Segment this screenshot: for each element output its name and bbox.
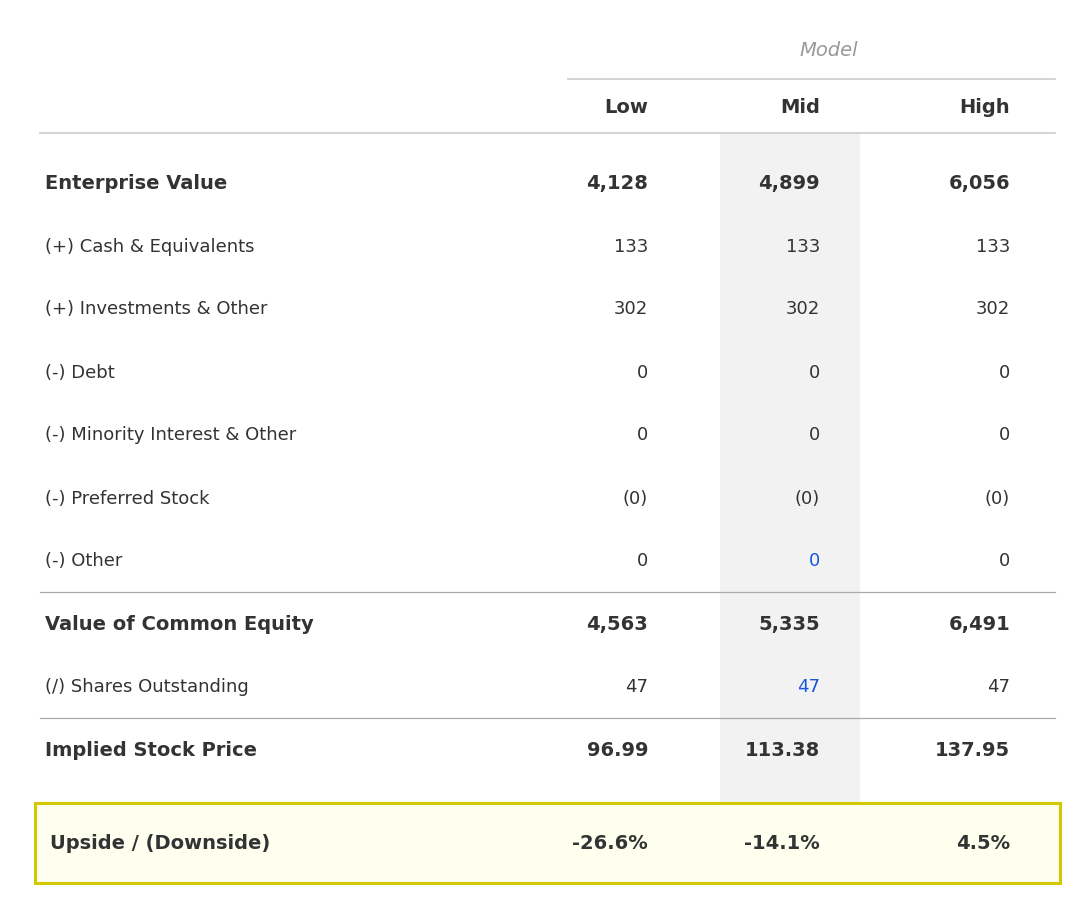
Text: 0: 0: [999, 552, 1010, 570]
Text: 6,056: 6,056: [949, 174, 1010, 193]
Text: Model: Model: [800, 40, 858, 59]
Text: 137.95: 137.95: [935, 740, 1010, 759]
Text: Enterprise Value: Enterprise Value: [45, 174, 227, 193]
Text: (-) Minority Interest & Other: (-) Minority Interest & Other: [45, 426, 296, 444]
Text: (-) Debt: (-) Debt: [45, 363, 114, 381]
Text: 133: 133: [786, 237, 820, 255]
Text: 0: 0: [808, 552, 820, 570]
Text: 302: 302: [786, 300, 820, 318]
Text: 113.38: 113.38: [745, 740, 820, 759]
Text: 0: 0: [636, 426, 648, 444]
Text: (∕) Shares Outstanding: (∕) Shares Outstanding: [45, 678, 249, 696]
Text: 4.5%: 4.5%: [956, 834, 1010, 853]
Text: 47: 47: [625, 678, 648, 696]
Text: (-) Preferred Stock: (-) Preferred Stock: [45, 489, 210, 507]
Text: 4,128: 4,128: [586, 174, 648, 193]
Text: (0): (0): [622, 489, 648, 507]
Text: (+) Cash & Equivalents: (+) Cash & Equivalents: [45, 237, 255, 255]
Text: 0: 0: [636, 363, 648, 381]
Text: Upside / (Downside): Upside / (Downside): [50, 834, 270, 853]
FancyBboxPatch shape: [720, 134, 860, 885]
Text: 47: 47: [798, 678, 820, 696]
Text: (+) Investments & Other: (+) Investments & Other: [45, 300, 268, 318]
Text: 5,335: 5,335: [758, 614, 820, 633]
Text: 0: 0: [999, 426, 1010, 444]
Text: -26.6%: -26.6%: [572, 834, 648, 853]
Text: High: High: [960, 97, 1010, 117]
Text: 47: 47: [987, 678, 1010, 696]
Text: (0): (0): [985, 489, 1010, 507]
Text: 4,899: 4,899: [758, 174, 820, 193]
Text: 133: 133: [614, 237, 648, 255]
Text: 0: 0: [636, 552, 648, 570]
Text: -14.1%: -14.1%: [744, 834, 820, 853]
Text: 302: 302: [976, 300, 1010, 318]
Text: 133: 133: [976, 237, 1010, 255]
Text: 302: 302: [614, 300, 648, 318]
Text: Low: Low: [604, 97, 648, 117]
Text: 0: 0: [808, 426, 820, 444]
Text: Value of Common Equity: Value of Common Equity: [45, 614, 313, 633]
Text: (-) Other: (-) Other: [45, 552, 122, 570]
Text: 96.99: 96.99: [586, 740, 648, 759]
FancyBboxPatch shape: [35, 804, 1060, 883]
Text: 0: 0: [999, 363, 1010, 381]
Text: 6,491: 6,491: [949, 614, 1010, 633]
Text: Mid: Mid: [780, 97, 820, 117]
Text: 4,563: 4,563: [586, 614, 648, 633]
Text: Implied Stock Price: Implied Stock Price: [45, 740, 257, 759]
Text: 0: 0: [808, 363, 820, 381]
Text: (0): (0): [794, 489, 820, 507]
